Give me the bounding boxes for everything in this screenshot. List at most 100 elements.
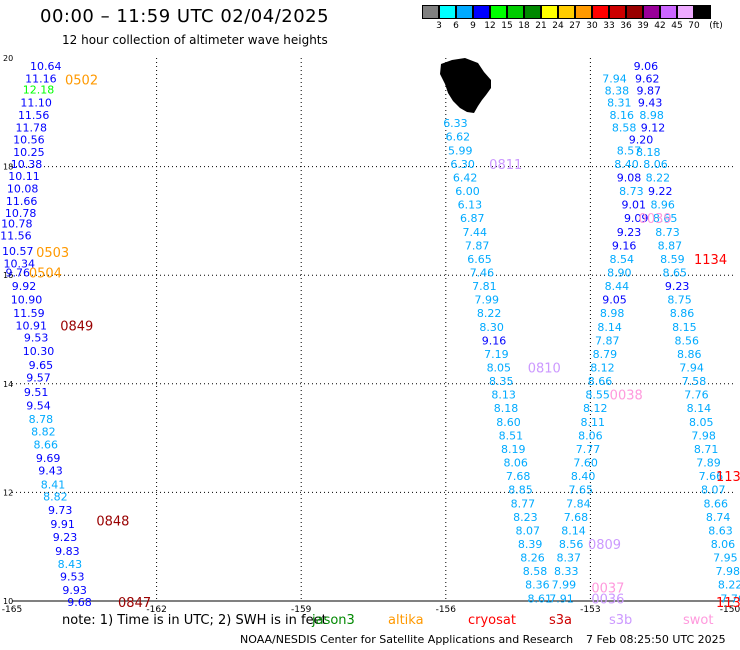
scale-swatch	[558, 5, 575, 19]
wave-height-value: 8.12	[583, 402, 608, 415]
x-tick-label: -150	[720, 605, 740, 615]
wave-height-value: 8.06	[643, 158, 668, 171]
wave-height-value: 8.40	[571, 470, 596, 483]
wave-height-value: 10.90	[11, 294, 43, 307]
wave-height-value: 8.82	[31, 426, 56, 439]
wave-height-value: 9.83	[55, 545, 80, 558]
wave-height-value: 9.23	[617, 226, 642, 239]
scale-swatch	[490, 5, 507, 19]
wave-height-value: 10.78	[1, 218, 33, 231]
wave-height-value: 6.87	[460, 212, 485, 225]
wave-height-value: 8.35	[489, 375, 514, 388]
wave-height-value: 9.43	[38, 465, 63, 478]
wave-height-value: 8.11	[581, 416, 606, 429]
wave-height-value: 8.22	[646, 171, 671, 184]
scale-swatch	[592, 5, 609, 19]
y-tick-label: 20	[3, 54, 13, 63]
wave-height-value: 9.53	[60, 571, 85, 584]
wave-height-value: 8.73	[655, 226, 680, 239]
wave-height-value: 8.36	[525, 579, 550, 592]
wave-height-value: 8.73	[619, 185, 644, 198]
wave-height-value: 6.42	[453, 171, 478, 184]
scale-label: 45	[671, 21, 683, 31]
wave-height-value: 8.87	[658, 239, 683, 252]
wave-height-value: 8.86	[670, 307, 695, 320]
wave-height-value: 7.95	[713, 552, 738, 565]
x-tick-label: -159	[291, 605, 312, 615]
wave-height-value: 7.87	[465, 239, 490, 252]
wave-height-value: 8.63	[708, 524, 733, 537]
x-tick-label: -165	[2, 605, 22, 615]
wave-height-value: 8.65	[653, 212, 678, 225]
scale-label: 36	[620, 21, 632, 31]
wave-height-value: 11.56	[0, 230, 32, 243]
wave-height-value: 8.33	[554, 565, 579, 578]
wave-height-value: 8.16	[609, 109, 634, 122]
wave-height-value: 11.16	[25, 73, 57, 86]
pass-time-label: 0503	[36, 246, 69, 261]
scale-swatch	[575, 5, 592, 19]
wave-height-value: 7.77	[576, 443, 601, 456]
x-tick-label: -156	[436, 605, 457, 615]
wave-height-value: 8.56	[559, 538, 584, 551]
pass-time-label: 0809	[588, 538, 621, 553]
wave-height-value: 8.06	[578, 429, 603, 442]
wave-height-value: 7.99	[475, 294, 500, 307]
wave-height-value: 10.11	[8, 170, 40, 183]
wave-height-value: 7.99	[552, 579, 577, 592]
scale-label: 42	[654, 21, 666, 31]
wave-height-value: 8.14	[597, 321, 622, 334]
wave-height-value: 6.30	[450, 158, 475, 171]
wave-height-value: 9.09	[624, 212, 649, 225]
wave-height-value: 8.90	[607, 266, 632, 279]
wave-height-value: 10.64	[30, 60, 62, 73]
scale-label: 21	[535, 21, 547, 31]
wave-height-value: 7.94	[602, 73, 627, 86]
wave-height-value: 8.66	[588, 375, 613, 388]
scale-label: 9	[470, 21, 476, 31]
wave-height-value: 7.60	[573, 457, 598, 470]
x-tick-label: -153	[580, 605, 600, 615]
wave-height-value: 10.25	[13, 146, 45, 159]
wave-height-value: 7.98	[716, 565, 740, 578]
wave-height-value: 9.54	[26, 400, 51, 413]
pass-time-label: 0810	[528, 362, 561, 377]
pass-time-label: 0039	[639, 212, 672, 227]
wave-height-value: 11.78	[16, 122, 48, 135]
wave-height-value: 9.62	[635, 73, 660, 86]
wave-height-value: 7.46	[470, 266, 495, 279]
wave-height-value: 8.74	[706, 511, 731, 524]
wave-height-value: 7.65	[569, 484, 594, 497]
wave-height-value: 10.30	[23, 345, 55, 358]
wave-height-value: 8.30	[479, 321, 504, 334]
wave-height-value: 7.81	[472, 280, 497, 293]
scale-label: 15	[501, 21, 513, 31]
wave-height-value: 7.91	[549, 592, 574, 605]
scale-label: 3	[436, 21, 442, 31]
wave-height-value: 10.08	[7, 182, 39, 195]
wave-height-value: 8.26	[520, 552, 545, 565]
wave-height-value: 8.39	[518, 538, 543, 551]
wave-height-value: 9.91	[50, 518, 75, 531]
satellite-legend-item: altika	[388, 613, 424, 628]
wave-height-value: 7.87	[595, 334, 620, 347]
wave-height-value: 8.55	[585, 389, 610, 402]
pass-time-label: 1133	[716, 470, 740, 485]
wave-height-value: 8.43	[58, 558, 83, 571]
wave-height-value: 6.65	[467, 253, 492, 266]
wave-height-value: 8.12	[590, 362, 615, 375]
wave-height-value: 7.76	[684, 389, 709, 402]
wave-height-value: 9.53	[24, 332, 49, 345]
wave-height-value: 8.82	[43, 491, 68, 504]
wave-height-value: 8.77	[511, 497, 536, 510]
wave-height-value: 8.86	[677, 348, 702, 361]
pass-time-label: 0038	[610, 389, 643, 404]
wave-height-value: 9.16	[482, 334, 507, 347]
wave-height-value: 8.22	[718, 579, 740, 592]
wave-height-value: 12.18	[23, 83, 55, 96]
wave-height-value: 8.66	[33, 439, 58, 452]
wave-height-value: 8.07	[701, 484, 726, 497]
scale-swatch	[660, 5, 677, 19]
